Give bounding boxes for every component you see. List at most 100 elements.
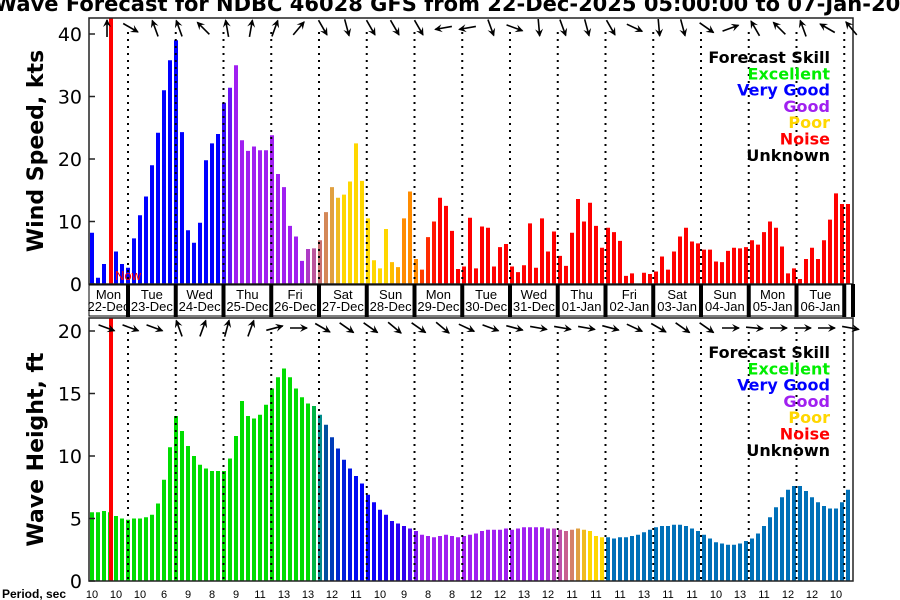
bar [498,529,502,581]
arrow-head [819,23,829,31]
arrow-head [321,325,331,333]
bar [378,509,382,581]
bar [102,511,106,581]
arrow-head [417,325,427,334]
bar [474,533,478,581]
arrow-head [154,324,164,333]
arrow-head [222,19,231,28]
bar [570,529,574,581]
bar [750,538,754,581]
period-value: 10 [134,589,146,600]
arrow-head [681,325,691,334]
bar [654,271,658,284]
bar [840,502,844,581]
period-value: 10 [86,589,98,600]
bar [792,268,796,284]
bar [300,397,304,581]
bar [744,541,748,581]
bar [330,187,334,284]
bar [828,219,832,284]
bar [480,226,484,284]
period-value: 12 [782,589,794,600]
bar [258,150,262,284]
bar [684,526,688,581]
bar [120,264,124,284]
bar [282,368,286,581]
bar [192,456,196,581]
direction-arrow-icon [577,324,596,333]
bar [414,531,418,581]
period-value: 12 [494,589,506,600]
day-of-week: Wed [186,287,213,302]
arrow-head [750,20,758,30]
arrow-head [345,325,355,334]
bar [822,506,826,581]
bar [552,231,556,284]
direction-arrow-icon [122,22,139,33]
bar [816,259,820,284]
bar [780,246,784,284]
arrow-head [129,25,139,33]
bar [276,174,280,284]
bar [540,527,544,581]
legend-title: Forecast Skill [708,343,830,362]
bar [252,418,256,581]
bar [234,65,238,284]
bar [738,248,742,284]
now-label: Now [115,268,142,283]
bar [132,238,136,284]
period-value: 8 [425,589,431,600]
bar [264,150,268,284]
bar [156,503,160,581]
day-cell [223,284,272,317]
bar [384,229,388,284]
arrow-head [514,24,524,33]
direction-arrow-icon [798,19,807,37]
bar [762,526,766,581]
direction-arrow-icon [794,324,812,332]
bar [588,202,592,284]
bar [444,205,448,284]
direction-arrow-icon [506,324,524,333]
bar [372,502,376,581]
bar [246,416,250,581]
legend-item: Good [783,97,830,116]
bar [306,403,310,581]
bar [486,529,490,581]
day-cell [605,284,654,317]
bar [378,268,382,284]
arrow-head [655,28,664,37]
bar [696,531,700,581]
direction-arrow-icon [387,321,402,334]
day-of-week: Tue [809,287,831,302]
direction-arrow-icon [675,322,691,334]
bar [810,247,814,284]
arrow-head [434,24,443,33]
bar [786,273,790,284]
bar [168,60,172,284]
bar [456,537,460,581]
bar [558,529,562,581]
bar [390,262,394,284]
period-value: 12 [470,589,482,600]
direction-arrow-icon [626,23,644,33]
direction-arrow-icon [434,24,453,33]
bar [450,230,454,284]
arrow-head [174,19,183,29]
direction-arrow-icon [535,18,544,37]
bar [462,536,466,581]
direction-arrow-icon [722,324,740,332]
bar [150,165,154,284]
day-of-week: Mon [96,287,121,302]
direction-arrow-icon [482,324,500,333]
period-value: 11 [614,589,625,600]
arrow-head [199,319,208,329]
bar [798,279,802,284]
bar [612,538,616,581]
bar [408,528,412,581]
bar [270,135,274,284]
bar [216,471,220,581]
y-tick-label: 15 [58,384,82,406]
bar [504,528,508,581]
bar [318,240,322,284]
